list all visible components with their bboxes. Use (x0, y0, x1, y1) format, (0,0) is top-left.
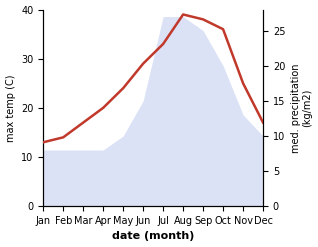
Y-axis label: med. precipitation
(kg/m2): med. precipitation (kg/m2) (291, 63, 313, 153)
Y-axis label: max temp (C): max temp (C) (5, 74, 16, 142)
X-axis label: date (month): date (month) (112, 231, 194, 242)
